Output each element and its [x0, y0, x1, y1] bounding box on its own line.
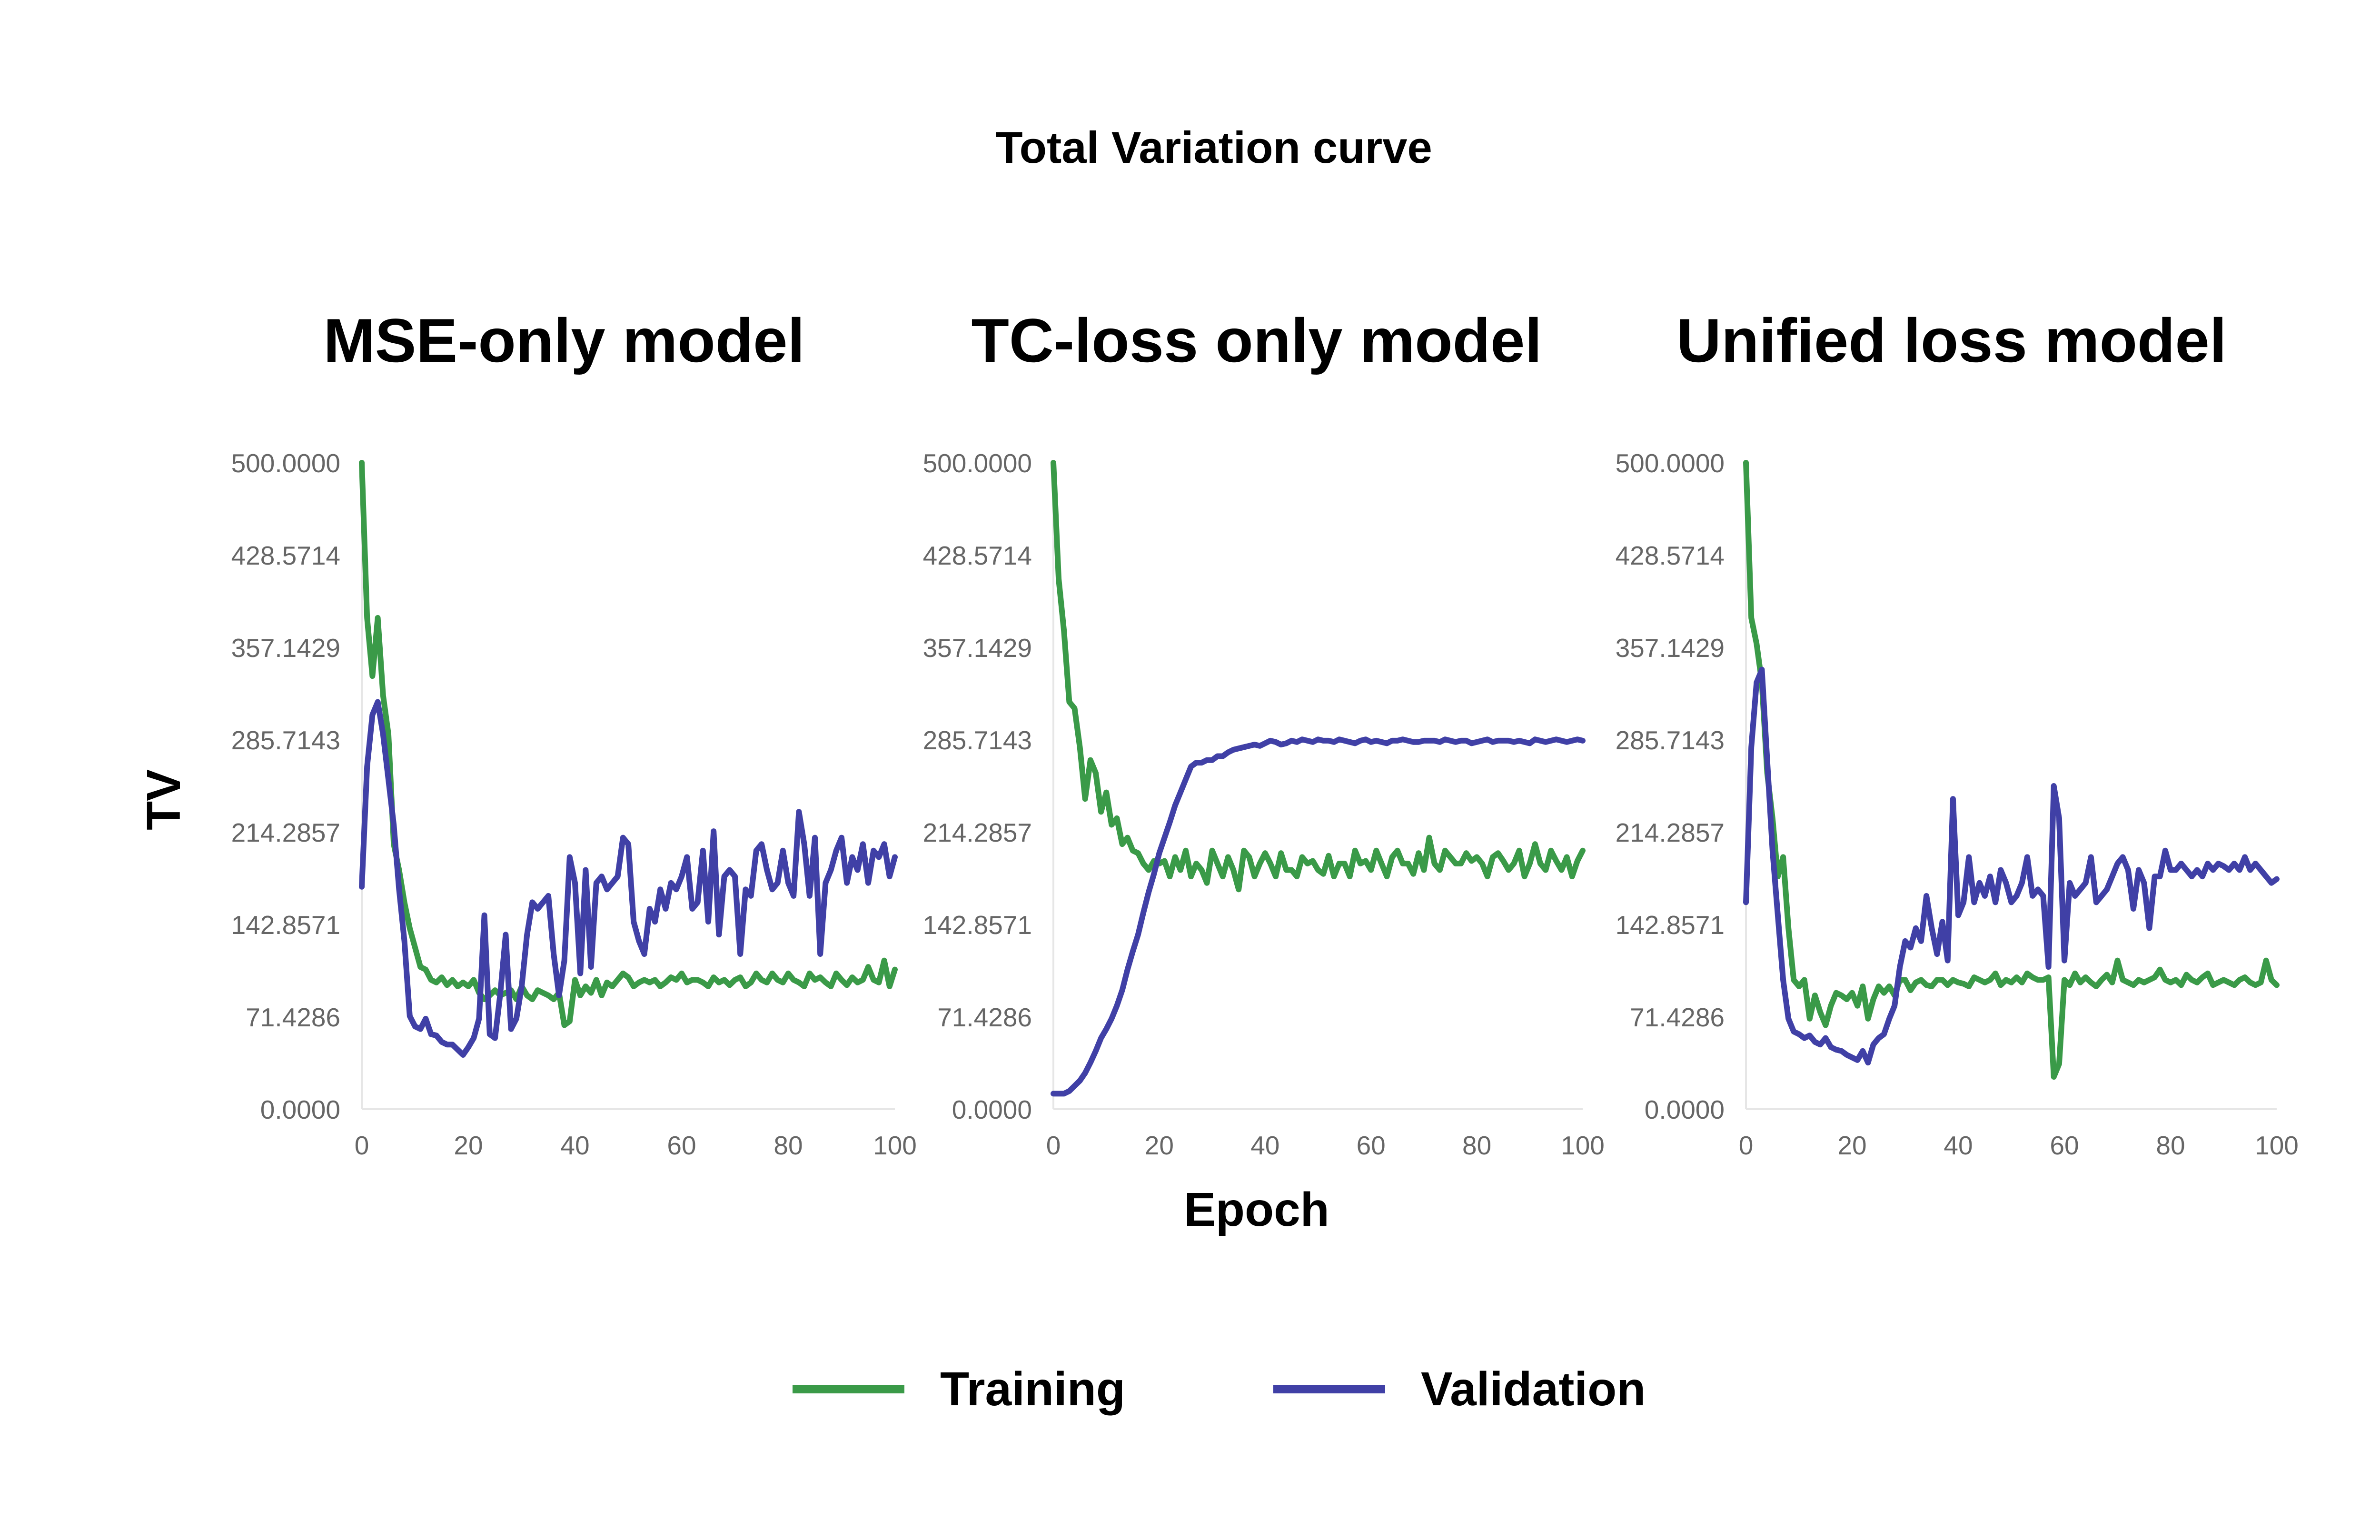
- x-tick-label: 40: [1250, 1131, 1279, 1160]
- x-tick-label: 80: [774, 1131, 803, 1160]
- series-line-validation-tc: [1051, 736, 1586, 1097]
- panel-unified-loss: 0.0000 71.4286 142.8571 214.2857 285.7143 357…: [1616, 448, 2299, 1160]
- y-tick-label: 357.1429: [923, 633, 1032, 663]
- legend-label-training: Training: [940, 1362, 1125, 1416]
- x-tick-label: 80: [2156, 1131, 2185, 1160]
- x-tick-label: 20: [1837, 1131, 1866, 1160]
- x-tick-label: 20: [1145, 1131, 1174, 1160]
- y-tick-label: 214.2857: [231, 818, 340, 847]
- x-tick-label: 100: [873, 1131, 917, 1160]
- series-line-validation-mse: [359, 699, 898, 1058]
- y-tick-label: 214.2857: [923, 818, 1032, 847]
- panel-mse-only: 0.0000 71.4286 142.8571 214.2857 285.7143 357…: [231, 448, 917, 1160]
- y-tick-label: 71.4286: [937, 1003, 1032, 1032]
- x-tick-label: 20: [454, 1131, 483, 1160]
- y-tick-label: 71.4286: [1630, 1003, 1725, 1032]
- x-tick-label: 60: [1357, 1131, 1386, 1160]
- figure-title: Total Variation curve: [995, 122, 1432, 172]
- y-tick-label: 0.0000: [952, 1095, 1032, 1124]
- y-tick-label: 0.0000: [260, 1095, 340, 1124]
- y-tick-label: 0.0000: [1645, 1095, 1725, 1124]
- y-tick-label: 142.8571: [923, 910, 1032, 940]
- series-line-training-unified: [1743, 460, 2280, 1080]
- y-tick-label: 285.7143: [1616, 725, 1725, 755]
- x-tick-label: 100: [1561, 1131, 1605, 1160]
- x-tick-label: 100: [2255, 1131, 2299, 1160]
- legend: Training Validation: [793, 1362, 1646, 1416]
- x-tick-label: 0: [1739, 1131, 1754, 1160]
- y-tick-label: 71.4286: [246, 1003, 340, 1032]
- series-line-training-mse: [359, 460, 898, 1028]
- y-tick-label: 285.7143: [923, 725, 1032, 755]
- x-tick-label: 0: [355, 1131, 369, 1160]
- panel-tc-loss-only: 0.0000 71.4286 142.8571 214.2857 285.7143 357…: [923, 448, 1605, 1160]
- y-tick-label: 428.5714: [923, 541, 1032, 570]
- series-line-training-tc: [1051, 460, 1586, 893]
- series-line-validation-unified: [1743, 666, 2280, 1066]
- x-tick-label: 80: [1462, 1131, 1491, 1160]
- y-tick-label: 500.0000: [231, 448, 340, 478]
- panel-title-tc: TC-loss only model: [971, 306, 1542, 375]
- y-tick-label: 500.0000: [923, 448, 1032, 478]
- panel-title-unified: Unified loss model: [1676, 306, 2227, 375]
- y-tick-label: 428.5714: [1616, 541, 1725, 570]
- x-tick-label: 40: [560, 1131, 589, 1160]
- y-tick-label: 428.5714: [231, 541, 340, 570]
- x-tick-label: 40: [1944, 1131, 1973, 1160]
- y-tick-label: 357.1429: [231, 633, 340, 663]
- x-tick-label: 60: [2050, 1131, 2079, 1160]
- x-axis-label: Epoch: [1184, 1183, 1329, 1236]
- panel-title-mse: MSE-only model: [323, 306, 804, 375]
- y-tick-label: 500.0000: [1616, 448, 1725, 478]
- y-tick-label: 214.2857: [1616, 818, 1725, 847]
- x-tick-label: 0: [1046, 1131, 1061, 1160]
- y-tick-label: 285.7143: [231, 725, 340, 755]
- y-axis-label: TV: [137, 769, 190, 830]
- y-tick-label: 357.1429: [1616, 633, 1725, 663]
- y-tick-label: 142.8571: [1616, 910, 1725, 940]
- x-tick-label: 60: [667, 1131, 696, 1160]
- legend-label-validation: Validation: [1421, 1362, 1646, 1416]
- y-tick-label: 142.8571: [231, 910, 340, 940]
